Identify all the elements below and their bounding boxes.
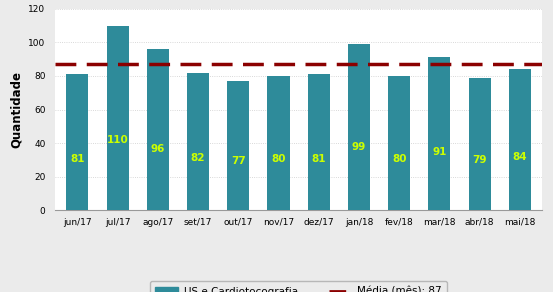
Text: 80: 80 [392,154,406,164]
Legend: US e Cardiotocografia, Média (mês): 87: US e Cardiotocografia, Média (mês): 87 [150,281,447,292]
Text: 110: 110 [107,135,128,145]
Bar [307,74,330,210]
Text: 81: 81 [311,154,326,164]
Bar [107,26,129,210]
Text: 79: 79 [472,155,487,165]
Text: 96: 96 [150,144,165,154]
Bar [227,81,249,210]
Bar [348,44,370,210]
Y-axis label: Quantidade: Quantidade [10,71,23,148]
Text: 91: 91 [432,147,447,157]
Text: 80: 80 [272,154,286,164]
Bar [388,76,410,210]
Bar [429,58,451,210]
Bar [268,76,290,210]
Bar [187,73,209,210]
Text: 84: 84 [513,152,527,162]
Text: 81: 81 [70,154,85,164]
Bar [509,69,531,210]
Bar [147,49,169,210]
Text: 77: 77 [231,156,246,166]
Bar [468,78,491,210]
Text: 99: 99 [352,142,366,152]
Bar [66,74,88,210]
Text: 82: 82 [191,153,205,163]
